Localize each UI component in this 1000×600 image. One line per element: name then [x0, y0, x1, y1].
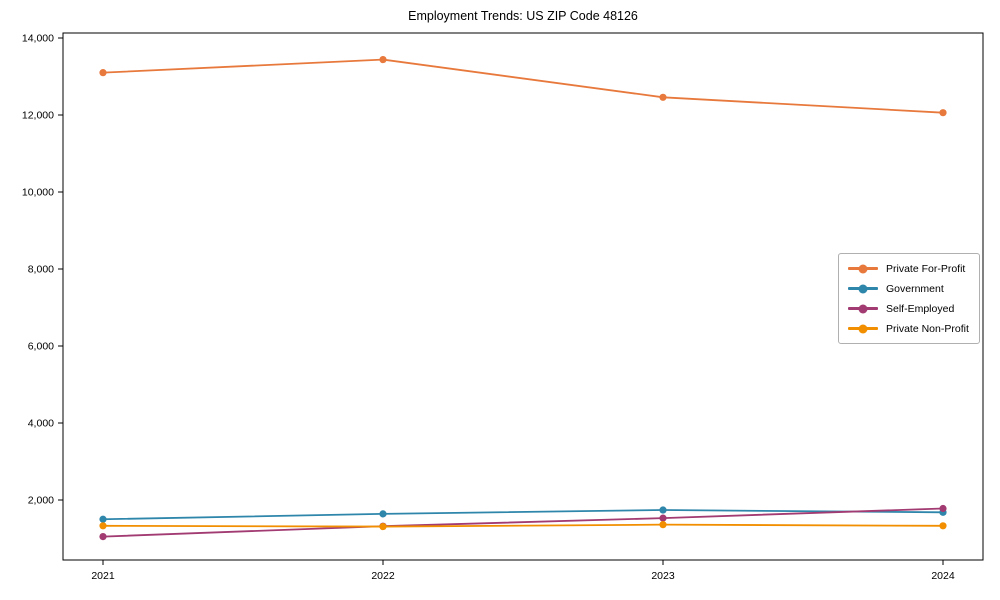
data-point-private-non-profit-2024	[939, 522, 947, 530]
y-axis-tick-label: 12,000	[22, 110, 54, 122]
x-axis-tick-label: 2022	[371, 570, 395, 582]
y-axis-tick-label: 2,000	[28, 495, 54, 507]
chart-title: Employment Trends: US ZIP Code 48126	[408, 9, 638, 23]
x-axis-tick-label: 2023	[651, 570, 675, 582]
data-point-private-for-profit-2024	[939, 109, 947, 117]
series-self-employed	[99, 504, 947, 541]
data-point-private-for-profit-2023	[659, 93, 667, 101]
data-point-private-for-profit-2022	[379, 55, 387, 64]
data-point-government-2022	[379, 510, 387, 518]
legend-item-label: Government	[886, 282, 944, 295]
legend-item-label: Private For-Profit	[886, 262, 966, 275]
x-axis-tick-label: 2021	[91, 570, 115, 582]
legend-item-self-employed: Self-Employed	[848, 301, 969, 316]
series-line	[102, 507, 944, 538]
x-axis-tick-label: 2024	[931, 570, 955, 582]
legend-line-marker-icon	[848, 264, 878, 273]
y-axis-tick-label: 8,000	[28, 264, 54, 276]
y-axis-tick-label: 4,000	[28, 418, 54, 430]
axes-frame	[62, 32, 984, 561]
legend-item-label: Self-Employed	[886, 302, 955, 315]
x-axis: 2021 2022 2023 2024	[91, 560, 955, 582]
y-axis: 2,000 4,000 6,000 8,000 10,000 12,000 14,000	[22, 33, 63, 507]
legend-item-private-non-profit: Private Non-Profit	[848, 321, 969, 336]
legend-line-marker-icon	[848, 324, 878, 333]
y-axis-tick-label: 10,000	[22, 187, 54, 199]
legend-item-government: Government	[848, 281, 969, 296]
legend-item-private-for-profit: Private For-Profit	[848, 261, 969, 276]
data-point-private-non-profit-2022	[379, 522, 387, 531]
legend-item-label: Private Non-Profit	[886, 322, 969, 335]
series-private-non-profit	[99, 521, 947, 531]
data-point-self-employed-2021	[99, 532, 107, 541]
series-line	[102, 523, 944, 528]
data-point-private-non-profit-2023	[659, 521, 667, 529]
data-point-private-for-profit-2021	[99, 69, 107, 77]
series-government	[99, 506, 947, 523]
series-private-for-profit	[99, 55, 947, 117]
legend-line-marker-icon	[848, 304, 878, 313]
series-line	[102, 58, 944, 114]
data-point-government-2021	[99, 515, 107, 523]
data-point-self-employed-2024	[939, 504, 947, 513]
legend-line-marker-icon	[848, 284, 878, 293]
series-line	[102, 509, 944, 521]
legend: Private For-Profit Government Self-Employe…	[838, 253, 980, 344]
data-point-government-2023	[659, 506, 667, 514]
data-point-private-non-profit-2021	[99, 522, 107, 530]
y-axis-tick-label: 6,000	[28, 341, 54, 353]
data-point-self-employed-2023	[659, 514, 667, 522]
y-axis-tick-label: 14,000	[22, 33, 54, 45]
